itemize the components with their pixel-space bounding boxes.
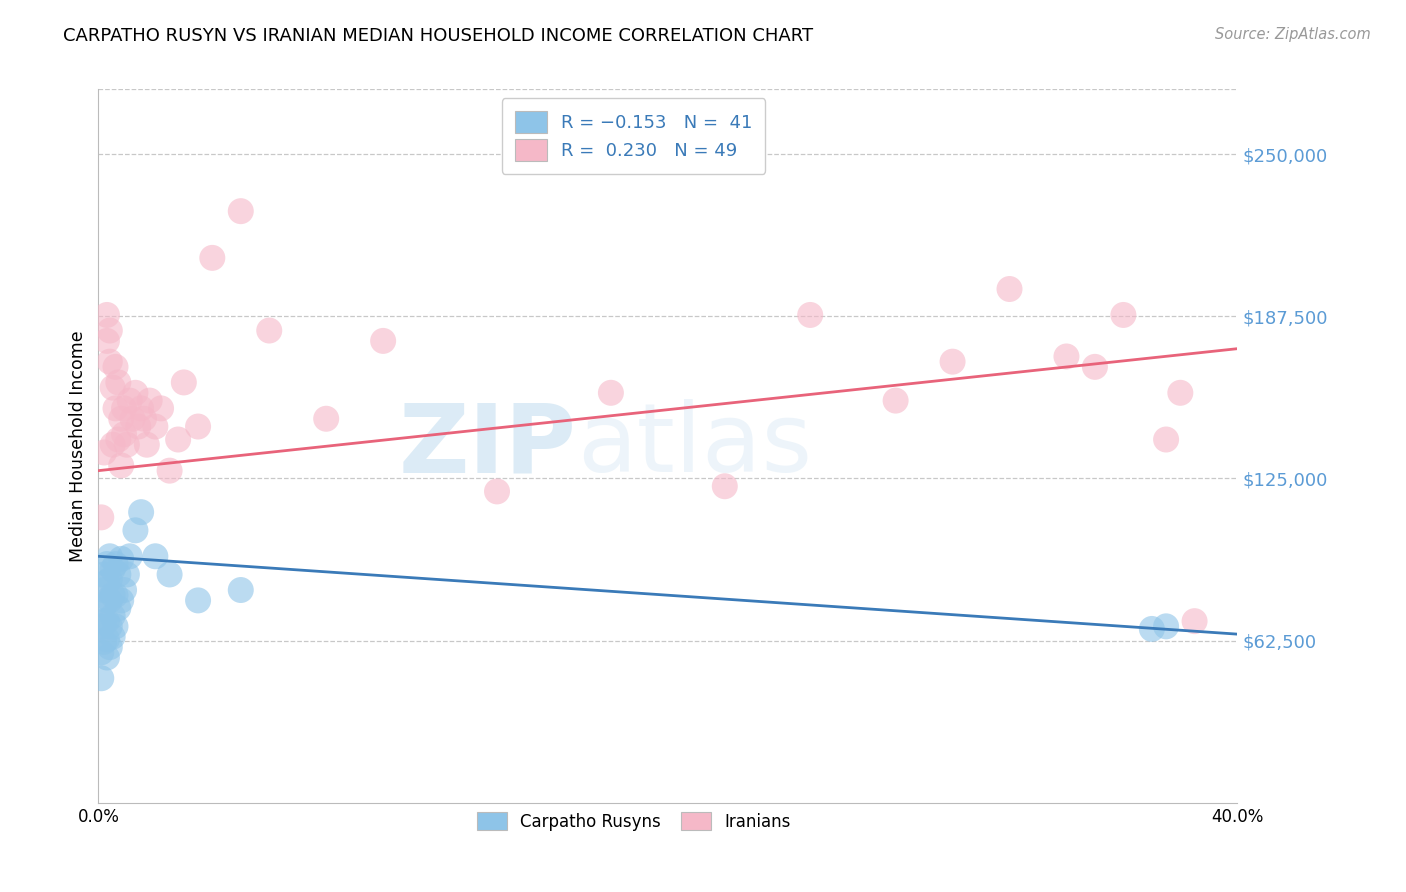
Point <box>714 479 737 493</box>
Point <box>96 593 118 607</box>
Text: atlas: atlas <box>576 400 811 492</box>
Point <box>129 505 152 519</box>
Point <box>1154 619 1177 633</box>
Point <box>229 204 252 219</box>
Point <box>1154 433 1177 447</box>
Point <box>115 567 138 582</box>
Point <box>112 582 135 597</box>
Point <box>98 549 121 564</box>
Point <box>101 381 124 395</box>
Point <box>942 354 965 368</box>
Point <box>110 593 132 607</box>
Point <box>124 385 146 400</box>
Point <box>315 411 337 425</box>
Point <box>104 588 127 602</box>
Point <box>145 549 167 564</box>
Point <box>101 562 124 576</box>
Point <box>1170 385 1192 400</box>
Point <box>229 582 252 597</box>
Point <box>107 433 129 447</box>
Point <box>110 411 132 425</box>
Point <box>98 593 121 607</box>
Point <box>121 411 143 425</box>
Point <box>107 567 129 582</box>
Point <box>167 433 190 447</box>
Point <box>98 573 121 587</box>
Point <box>96 334 118 348</box>
Point <box>884 393 907 408</box>
Y-axis label: Median Household Income: Median Household Income <box>69 330 87 562</box>
Text: ZIP: ZIP <box>399 400 576 492</box>
Text: Source: ZipAtlas.com: Source: ZipAtlas.com <box>1215 27 1371 42</box>
Point <box>98 354 121 368</box>
Point <box>118 393 141 408</box>
Point <box>96 614 118 628</box>
Point <box>110 552 132 566</box>
Point <box>1140 622 1163 636</box>
Point <box>107 376 129 390</box>
Point <box>1084 359 1107 374</box>
Text: CARPATHO RUSYN VS IRANIAN MEDIAN HOUSEHOLD INCOME CORRELATION CHART: CARPATHO RUSYN VS IRANIAN MEDIAN HOUSEHO… <box>63 27 814 45</box>
Point <box>104 619 127 633</box>
Point <box>96 557 118 571</box>
Point <box>998 282 1021 296</box>
Point <box>159 567 181 582</box>
Point <box>159 464 181 478</box>
Point <box>150 401 173 416</box>
Point <box>129 401 152 416</box>
Point <box>93 445 115 459</box>
Point <box>93 599 115 613</box>
Point <box>132 411 155 425</box>
Point <box>93 614 115 628</box>
Point <box>90 645 112 659</box>
Point <box>101 588 124 602</box>
Point <box>112 401 135 416</box>
Point <box>101 630 124 644</box>
Point <box>104 401 127 416</box>
Point <box>486 484 509 499</box>
Point <box>101 438 124 452</box>
Point <box>600 385 623 400</box>
Point <box>201 251 224 265</box>
Point <box>101 609 124 624</box>
Point <box>1184 614 1206 628</box>
Point <box>799 308 821 322</box>
Point <box>373 334 395 348</box>
Point <box>118 549 141 564</box>
Point <box>1112 308 1135 322</box>
Point <box>135 438 157 452</box>
Point <box>187 419 209 434</box>
Point <box>124 524 146 538</box>
Point <box>98 640 121 654</box>
Point <box>96 632 118 647</box>
Point <box>112 427 135 442</box>
Point <box>90 510 112 524</box>
Point <box>259 324 281 338</box>
Point <box>93 582 115 597</box>
Point <box>127 419 149 434</box>
Point <box>145 419 167 434</box>
Point <box>98 324 121 338</box>
Point <box>96 650 118 665</box>
Point <box>93 567 115 582</box>
Point <box>173 376 195 390</box>
Point <box>187 593 209 607</box>
Point <box>115 438 138 452</box>
Point <box>96 575 118 590</box>
Point <box>98 619 121 633</box>
Point <box>104 557 127 571</box>
Point <box>110 458 132 473</box>
Point <box>90 619 112 633</box>
Point <box>104 359 127 374</box>
Point <box>90 671 112 685</box>
Point <box>93 635 115 649</box>
Point <box>1056 350 1078 364</box>
Legend: Carpatho Rusyns, Iranians: Carpatho Rusyns, Iranians <box>470 805 797 838</box>
Point <box>107 601 129 615</box>
Point <box>96 308 118 322</box>
Point <box>138 393 160 408</box>
